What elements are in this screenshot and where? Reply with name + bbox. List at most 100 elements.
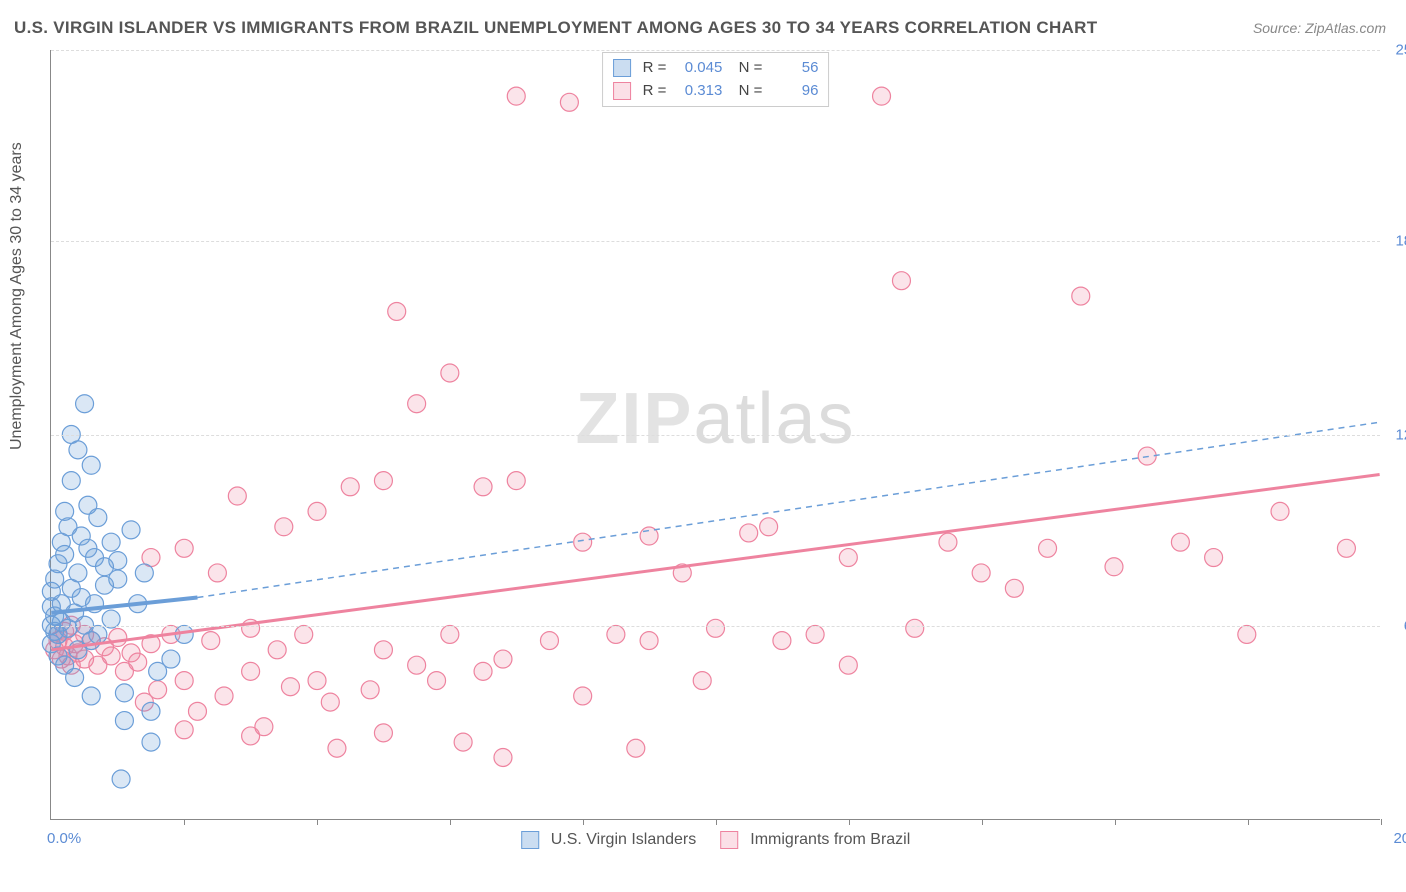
data-point	[388, 302, 406, 320]
data-point	[374, 472, 392, 490]
data-point	[109, 552, 127, 570]
swatch-blue-icon	[613, 59, 631, 77]
data-point	[873, 87, 891, 105]
data-point	[76, 395, 94, 413]
data-point	[507, 472, 525, 490]
data-point	[175, 672, 193, 690]
data-point	[428, 672, 446, 690]
legend-n-label: N =	[730, 80, 762, 103]
data-point	[906, 619, 924, 637]
data-point	[773, 632, 791, 650]
chart-title: U.S. VIRGIN ISLANDER VS IMMIGRANTS FROM …	[14, 18, 1097, 38]
data-point	[82, 687, 100, 705]
gridline	[51, 241, 1380, 242]
data-point	[1205, 549, 1223, 567]
data-point	[408, 656, 426, 674]
data-point	[560, 93, 578, 111]
data-point	[308, 672, 326, 690]
data-point	[1271, 502, 1289, 520]
x-axis-max-label: 20.0%	[1393, 830, 1406, 847]
data-point	[129, 653, 147, 671]
x-tick	[849, 819, 850, 825]
x-tick	[583, 819, 584, 825]
data-point	[1005, 579, 1023, 597]
data-point	[806, 625, 824, 643]
data-point	[507, 87, 525, 105]
data-point	[115, 712, 133, 730]
data-point	[281, 678, 299, 696]
swatch-blue-icon	[521, 831, 539, 849]
legend-pink-n: 96	[770, 80, 818, 103]
data-point	[56, 545, 74, 563]
data-point	[321, 693, 339, 711]
data-point	[341, 478, 359, 496]
data-point	[268, 641, 286, 659]
data-point	[540, 632, 558, 650]
legend-r-label: R =	[643, 57, 667, 80]
data-point	[69, 441, 87, 459]
data-point	[69, 564, 87, 582]
legend-item-label: Immigrants from Brazil	[750, 831, 910, 849]
data-point	[142, 733, 160, 751]
data-point	[89, 625, 107, 643]
data-point	[66, 669, 84, 687]
data-point	[142, 702, 160, 720]
data-point	[102, 647, 120, 665]
data-point	[242, 727, 260, 745]
legend-item: U.S. Virgin Islanders	[521, 831, 697, 849]
data-point	[1105, 558, 1123, 576]
data-point	[82, 456, 100, 474]
data-point	[760, 518, 778, 536]
data-point	[135, 564, 153, 582]
legend-n-label: N =	[730, 57, 762, 80]
data-point	[839, 549, 857, 567]
x-tick	[982, 819, 983, 825]
legend-item: Immigrants from Brazil	[720, 831, 910, 849]
data-point	[215, 687, 233, 705]
swatch-pink-icon	[613, 82, 631, 100]
data-point	[308, 502, 326, 520]
data-point	[707, 619, 725, 637]
data-point	[454, 733, 472, 751]
legend-correlation: R = 0.045 N = 56 R = 0.313 N = 96	[602, 52, 830, 107]
gridline	[51, 626, 1380, 627]
data-point	[1039, 539, 1057, 557]
data-point	[175, 539, 193, 557]
legend-row-blue: R = 0.045 N = 56	[613, 57, 819, 80]
x-tick	[716, 819, 717, 825]
x-tick	[450, 819, 451, 825]
data-point	[972, 564, 990, 582]
data-point	[839, 656, 857, 674]
data-point	[122, 521, 140, 539]
data-point	[693, 672, 711, 690]
trend-line-extrapolated	[197, 422, 1379, 597]
data-point	[892, 272, 910, 290]
data-point	[408, 395, 426, 413]
data-point	[295, 625, 313, 643]
legend-item-label: U.S. Virgin Islanders	[551, 831, 697, 849]
data-point	[474, 478, 492, 496]
x-tick	[317, 819, 318, 825]
legend-blue-r: 0.045	[674, 57, 722, 80]
data-point	[202, 632, 220, 650]
data-point	[188, 702, 206, 720]
swatch-pink-icon	[720, 831, 738, 849]
data-point	[374, 641, 392, 659]
data-point	[1072, 287, 1090, 305]
data-point	[494, 748, 512, 766]
data-point	[208, 564, 226, 582]
data-point	[374, 724, 392, 742]
data-point	[441, 625, 459, 643]
data-point	[228, 487, 246, 505]
source-label: Source: ZipAtlas.com	[1253, 20, 1386, 36]
data-point	[115, 684, 133, 702]
data-point	[441, 364, 459, 382]
legend-series: U.S. Virgin Islanders Immigrants from Bra…	[521, 831, 911, 849]
y-tick-label: 25.0%	[1395, 42, 1406, 59]
data-point	[242, 662, 260, 680]
data-point	[109, 570, 127, 588]
data-point	[102, 533, 120, 551]
data-point	[62, 472, 80, 490]
data-point	[1238, 625, 1256, 643]
x-axis-min-label: 0.0%	[47, 830, 81, 847]
